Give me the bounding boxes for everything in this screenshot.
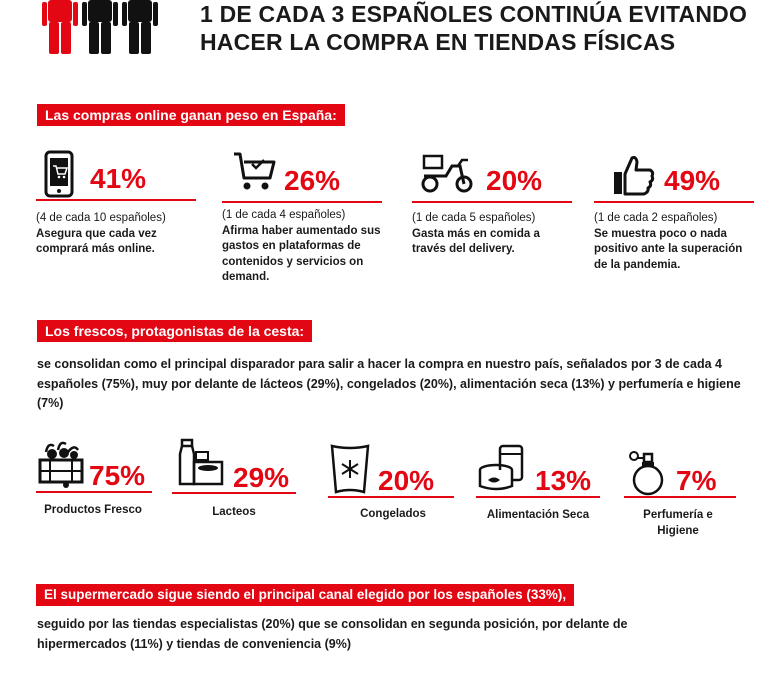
stat-pandemic-value: 49% (664, 165, 721, 196)
category-divider (36, 491, 152, 493)
category-dairy-label: Lacteos (212, 506, 256, 518)
stat-ondemand-sub: (1 de cada 4 españoles) (222, 209, 346, 221)
stat-divider (594, 201, 754, 203)
page-title: 1 DE CADA 3 ESPAÑOLES CONTINÚA EVITANDO … (200, 0, 770, 56)
category-dry-value: 13% (535, 465, 592, 496)
people-figures-icon (42, 0, 158, 54)
person-black-icon (82, 0, 118, 54)
stat-pandemic-sub: (1 de cada 2 españoles) (594, 212, 718, 224)
category-divider (172, 492, 296, 494)
category-dry-label: Alimentación Seca (486, 509, 590, 521)
category-dairy-value: 29% (233, 462, 290, 493)
stat-pandemic-text: Se muestra poco o nada positivo ante la … (594, 227, 743, 271)
title-line-1: 1 DE CADA 3 ESPAÑOLES CONTINÚA EVITANDO (200, 1, 748, 27)
stat-pandemic-description: (1 de cada 2 españoles) Se muestra poco … (594, 211, 752, 273)
stat-delivery-text: Gasta más en comida a través del deliver… (412, 227, 540, 256)
stat-online-description: (4 de cada 10 españoles) Asegura que cad… (36, 211, 196, 258)
stat-divider (222, 201, 382, 203)
person-black-icon (122, 0, 158, 54)
channel-section-heading: El supermercado sigue siendo el principa… (36, 584, 575, 606)
category-fresh-label: Productos Fresco (44, 504, 142, 516)
fresh-paragraph: se consolidan como el principal disparad… (37, 357, 741, 410)
stat-delivery-description: (1 de cada 5 españoles) Gasta más en com… (412, 211, 562, 258)
stat-divider (36, 199, 196, 201)
stat-online-sub: (4 de cada 10 españoles) (36, 212, 166, 224)
category-frozen-label: Congelados (360, 508, 426, 520)
category-divider (328, 496, 454, 498)
category-perfume-label: Perfumería e Higiene (643, 509, 713, 537)
stat-ondemand-value: 26% (284, 165, 341, 196)
fresh-section-heading: Los frescos, protagonistas de la cesta: (37, 320, 313, 342)
dairy-products-icon (178, 438, 224, 486)
delivery-motorbike-icon (421, 154, 473, 193)
stat-delivery-value: 20% (486, 165, 543, 196)
frozen-bag-icon (330, 444, 370, 494)
category-divider (476, 496, 600, 498)
smartphone-cart-icon (44, 150, 74, 198)
channel-paragraph: seguido por las tiendas especialistas (2… (37, 617, 628, 651)
stat-ondemand-description: (1 de cada 4 españoles) Afirma haber aum… (222, 208, 382, 286)
stat-delivery-sub: (1 de cada 5 españoles) (412, 212, 536, 224)
thumbs-up-icon (614, 156, 655, 196)
stat-online-value: 41% (90, 163, 147, 194)
person-red-icon (42, 0, 78, 54)
stat-divider (412, 201, 572, 203)
category-divider (624, 496, 736, 498)
fresh-produce-crate-icon (38, 441, 84, 488)
category-frozen-value: 20% (378, 465, 435, 496)
perfume-bottle-icon (629, 451, 664, 496)
title-line-2: HACER LA COMPRA EN TIENDAS FÍSICAS (200, 29, 676, 55)
online-section-heading: Las compras online ganan peso en España: (37, 104, 345, 126)
stat-ondemand-text: Afirma haber aumentado sus gastos en pla… (222, 224, 381, 284)
canned-food-icon (478, 444, 524, 491)
stat-online-text: Asegura que cada vez comprará más online… (36, 227, 157, 256)
category-fresh-value: 75% (89, 460, 146, 491)
category-perfume-value: 7% (676, 465, 717, 496)
shopping-cart-icon (234, 152, 276, 190)
